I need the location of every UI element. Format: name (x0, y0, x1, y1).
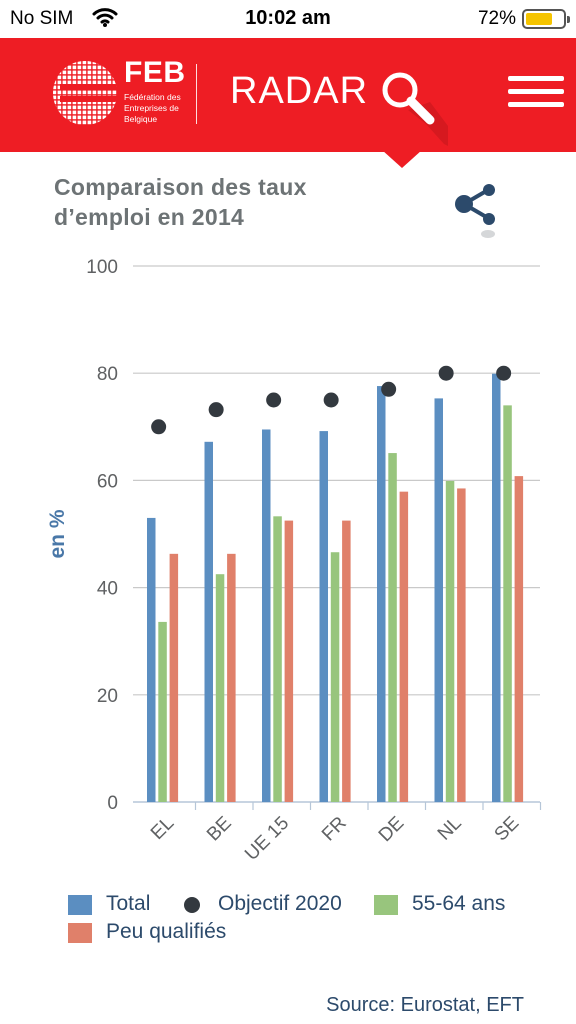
bar-55-64-ans-se (503, 405, 512, 802)
x-tick-label: SE (491, 813, 524, 846)
chart-title-line: d’emploi en 2014 (54, 204, 245, 230)
menu-bar (508, 102, 564, 107)
bar-55-64-ans-be (215, 574, 225, 802)
legend-dot-objectif (184, 897, 200, 913)
feb-subtitle-line: Belgique (124, 114, 158, 124)
bar-peu-qualifi-s-be (227, 553, 236, 802)
header-notch (382, 150, 422, 168)
bar-total-be (204, 441, 213, 802)
bar-55-64-ans-fr (330, 552, 340, 802)
chart-title-line: Comparaison des taux (54, 174, 307, 200)
app-header: FEB Fédération des Entreprises de Belgiq… (0, 38, 576, 152)
point-objectif-2020-el (151, 419, 167, 435)
wifi-icon (92, 8, 118, 27)
feb-logo-subtitle: Fédération des Entreprises de Belgique (124, 92, 194, 125)
carrier-label: No SIM (10, 8, 74, 29)
point-objectif-2020-de (381, 381, 397, 397)
bar-peu-qualifi-s-de (399, 491, 409, 802)
bar-total-de (377, 386, 386, 802)
bar-55-64-ans-ue-15 (273, 516, 282, 802)
x-tick-label: BE (203, 813, 236, 846)
bar-peu-qualifi-s-fr (342, 520, 351, 802)
y-tick-label: 80 (97, 364, 118, 385)
feb-subtitle-line: Entreprises de (124, 103, 179, 113)
legend-label: Objectif 2020 (218, 892, 342, 915)
bar-peu-qualifi-s-el (169, 553, 179, 802)
battery-icon (522, 9, 570, 29)
bar-total-el (147, 517, 156, 802)
point-objectif-2020-fr (323, 392, 339, 408)
employment-rate-chart: 0 20 40 60 80 100 EL BE UE 15 FR DE NL SE en % (46, 257, 542, 865)
legend-swatch-55-64 (374, 895, 398, 915)
legend-swatch-peu-qualifies (68, 923, 92, 943)
menu-bar (508, 76, 564, 81)
app-name: RADAR (230, 70, 369, 112)
point-objectif-2020-nl (438, 365, 454, 381)
legend-swatch-total (68, 895, 92, 915)
bar-peu-qualifi-s-nl (457, 488, 466, 802)
x-tick-label: NL (434, 813, 466, 845)
menu-bar (508, 89, 564, 94)
x-tick-label: DE (375, 813, 409, 847)
hamburger-menu-icon[interactable] (508, 76, 564, 108)
y-tick-label: 0 (107, 793, 118, 814)
y-tick-label: 100 (86, 257, 118, 278)
legend-label: Total (106, 892, 151, 915)
bar-peu-qualifi-s-se (514, 476, 524, 802)
bar-55-64-ans-nl (445, 480, 455, 802)
feb-subtitle-line: Fédération des (124, 92, 181, 102)
point-objectif-2020-se (496, 365, 512, 381)
chart-title: Comparaison des taux d’emploi en 2014 (54, 172, 394, 232)
point-objectif-2020-be (208, 402, 224, 418)
logo-divider (196, 64, 197, 124)
bar-55-64-ans-de (388, 453, 397, 802)
share-icon[interactable] (450, 182, 506, 242)
legend-label: 55-64 ans (412, 892, 506, 915)
y-tick-label: 40 (97, 579, 118, 600)
magnifier-icon (382, 72, 448, 146)
bar-55-64-ans-el (158, 621, 167, 802)
y-tick-label: 60 (97, 471, 118, 492)
x-tick-label: UE 15 (241, 813, 293, 865)
bar-total-ue-15 (262, 429, 271, 802)
battery-percentage: 72% (477, 8, 516, 29)
y-tick-label: 20 (97, 686, 118, 707)
legend-label: Peu qualifiés (106, 920, 227, 943)
bar-total-se (492, 373, 501, 802)
feb-globe-logo-icon (53, 61, 117, 125)
bar-total-nl (434, 398, 443, 802)
clock: 10:02 am (245, 7, 331, 29)
x-tick-label: EL (147, 813, 178, 844)
x-tick-label: FR (318, 813, 351, 846)
point-objectif-2020-ue-15 (266, 392, 282, 408)
status-bar: No SIM 10:02 am 72% (0, 0, 576, 38)
y-axis-label: en % (46, 509, 69, 558)
source-note: Source: Eurostat, EFT (326, 994, 524, 1016)
bar-peu-qualifi-s-ue-15 (284, 520, 294, 802)
bar-total-fr (319, 431, 328, 802)
feb-logo-text: FEB (124, 56, 186, 89)
